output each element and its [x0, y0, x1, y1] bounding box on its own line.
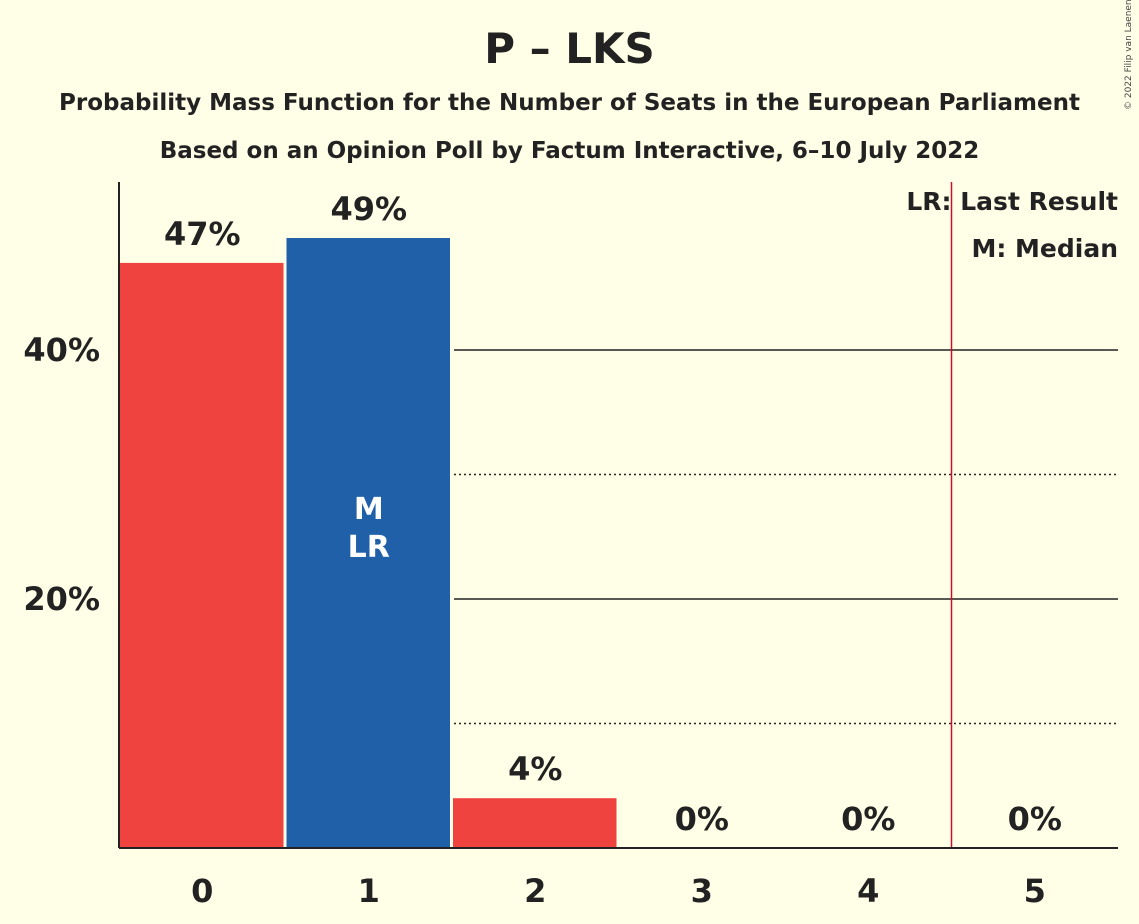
x-tick-label: 3 [691, 872, 713, 910]
value-label: 47% [164, 215, 241, 253]
value-label: 0% [1008, 800, 1062, 838]
value-label: 0% [675, 800, 729, 838]
legend-layer: LR: Last Result M: Median [906, 187, 1118, 263]
chart-title: P – LKS [484, 24, 655, 73]
bar [120, 262, 284, 848]
y-tick-label: 40% [23, 331, 100, 369]
bar-annotation: LR [348, 530, 390, 565]
bar-layer [120, 238, 617, 849]
legend-median: M: Median [971, 234, 1118, 263]
bar [453, 798, 617, 848]
legend-last-result: LR: Last Result [906, 187, 1118, 216]
chart-subtitle: Probability Mass Function for the Number… [59, 90, 1080, 116]
value-label: 49% [330, 190, 407, 228]
x-tick-label: 1 [358, 872, 380, 910]
bar-annotation: M [354, 492, 384, 527]
poll-note: Based on an Opinion Poll by Factum Inter… [159, 138, 980, 164]
bar [286, 238, 450, 849]
label-layer: 47% 49% MLR 4% 0% 0% 0% [164, 190, 1062, 838]
x-tick-label: 0 [191, 872, 213, 910]
x-tick-label: 5 [1024, 872, 1046, 910]
x-tick-label: 2 [524, 872, 546, 910]
value-label: 4% [508, 750, 562, 788]
x-tick-label: 4 [857, 872, 879, 910]
axis-layer: 20% 40% 0 1 2 3 4 5 [23, 182, 1118, 910]
y-tick-label: 20% [23, 580, 100, 618]
grid-layer [454, 349, 1118, 725]
value-label: 0% [841, 800, 895, 838]
